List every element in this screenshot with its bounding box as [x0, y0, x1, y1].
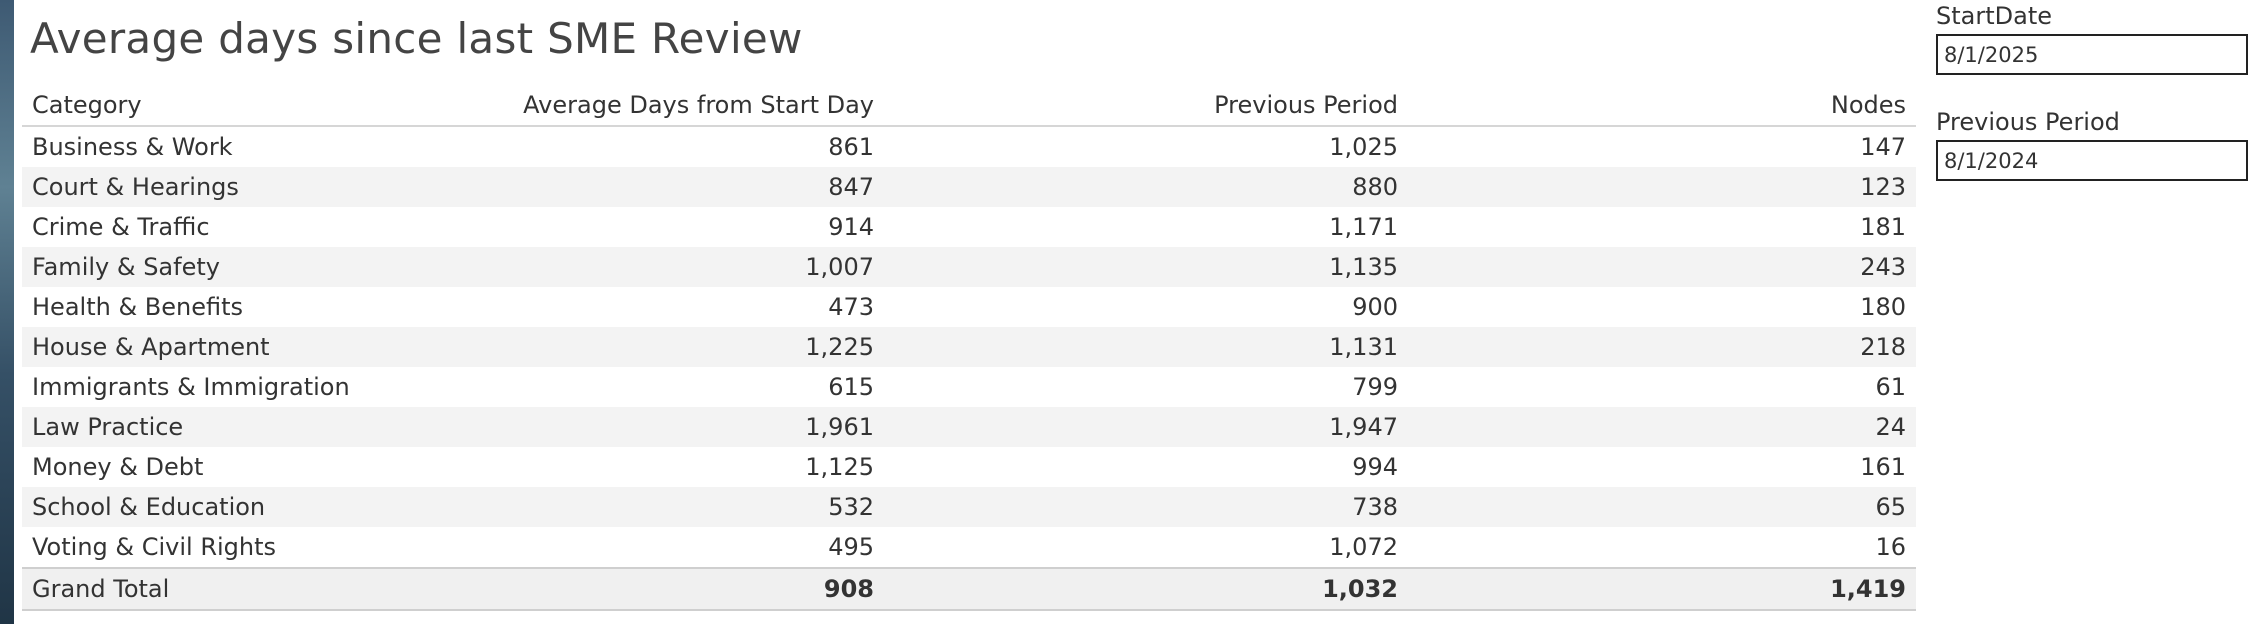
cell-previous-period: 1,947 — [884, 407, 1408, 447]
cell-category: Family & Safety — [22, 247, 348, 287]
cell-average-days: 914 — [828, 213, 874, 241]
start-date-parameter: StartDate — [1936, 2, 2248, 75]
cell-total-average-days: 908 — [348, 567, 884, 611]
cell-previous-period: 1,131 — [884, 327, 1408, 367]
cell-nodes: 147 — [1860, 133, 1906, 161]
cell-category: Business & Work — [32, 133, 233, 161]
data-table: Category Average Days from Start Day Pre… — [22, 85, 1916, 611]
cell-nodes: 180 — [1860, 293, 1906, 321]
cell-nodes: 218 — [1408, 327, 1916, 367]
cell-average-days: 532 — [348, 487, 884, 527]
cell-category: Immigrants & Immigration — [32, 373, 348, 401]
background-strip — [0, 0, 14, 624]
previous-period-input[interactable] — [1936, 140, 2248, 181]
header-average-days[interactable]: Average Days from Start Day — [348, 85, 884, 127]
cell-nodes: 181 — [1860, 213, 1906, 241]
cell-previous-period: 1,135 — [884, 247, 1408, 287]
cell-previous-period: 1,025 — [1329, 133, 1398, 161]
cell-average-days: 847 — [348, 167, 884, 207]
cell-category: Voting & Civil Rights — [32, 533, 277, 561]
cell-category: Health & Benefits — [32, 293, 244, 321]
cell-nodes: 161 — [1860, 453, 1906, 481]
cell-category: Crime & Traffic — [32, 213, 210, 241]
cell-average-days: 615 — [828, 373, 874, 401]
table-row[interactable]: Family & Safety 1,007 1,135 243 — [22, 247, 1916, 287]
cell-nodes: 123 — [1408, 167, 1916, 207]
cell-nodes: 243 — [1408, 247, 1916, 287]
cell-nodes: 65 — [1408, 487, 1916, 527]
cell-average-days: 1,007 — [348, 247, 884, 287]
cell-total-nodes: 1,419 — [1408, 567, 1916, 611]
table-row[interactable]: Health & Benefits 473 900 180 — [22, 287, 1916, 327]
cell-category: House & Apartment — [22, 327, 348, 367]
grand-total-row[interactable]: Grand Total 908 1,032 1,419 — [22, 567, 1916, 611]
table-row[interactable]: Court & Hearings 847 880 123 — [22, 167, 1916, 207]
cell-previous-period: 1,072 — [1329, 533, 1398, 561]
cell-category: Law Practice — [22, 407, 348, 447]
header-previous-period[interactable]: Previous Period — [884, 85, 1408, 127]
cell-previous-period: 1,171 — [1329, 213, 1398, 241]
cell-previous-period: 994 — [1352, 453, 1398, 481]
header-category[interactable]: Category — [22, 85, 348, 127]
table-row[interactable]: Business & Work 861 1,025 147 — [22, 126, 1916, 167]
dashboard-worksheet: Average days since last SME Review Categ… — [22, 0, 1916, 624]
cell-average-days: 1,961 — [348, 407, 884, 447]
start-date-label: StartDate — [1936, 2, 2052, 30]
cell-nodes: 61 — [1875, 373, 1906, 401]
table-row[interactable]: Crime & Traffic 914 1,171 181 — [22, 207, 1916, 247]
cell-average-days: 861 — [828, 133, 874, 161]
cell-category: Court & Hearings — [22, 167, 348, 207]
previous-period-parameter: Previous Period — [1936, 108, 2248, 181]
table-row[interactable]: Law Practice 1,961 1,947 24 — [22, 407, 1916, 447]
table-row[interactable]: House & Apartment 1,225 1,131 218 — [22, 327, 1916, 367]
table-row[interactable]: Voting & Civil Rights 495 1,072 16 — [22, 527, 1916, 568]
cell-average-days: 473 — [828, 293, 874, 321]
table-row[interactable]: Immigrants & Immigration 615 799 61 — [22, 367, 1916, 407]
cell-total-label: Grand Total — [22, 567, 348, 611]
cell-total-previous-period: 1,032 — [884, 567, 1408, 611]
previous-period-label: Previous Period — [1936, 108, 2120, 136]
cell-previous-period: 880 — [884, 167, 1408, 207]
cell-nodes: 24 — [1408, 407, 1916, 447]
cell-previous-period: 900 — [1352, 293, 1398, 321]
table-header-row: Category Average Days from Start Day Pre… — [22, 85, 1916, 127]
cell-category: School & Education — [22, 487, 348, 527]
cell-average-days: 1,225 — [348, 327, 884, 367]
cell-average-days: 1,125 — [805, 453, 874, 481]
cell-previous-period: 799 — [1352, 373, 1398, 401]
cell-nodes: 16 — [1875, 533, 1906, 561]
cell-average-days: 495 — [828, 533, 874, 561]
start-date-input[interactable] — [1936, 34, 2248, 75]
page-title: Average days since last SME Review — [30, 14, 803, 63]
header-nodes[interactable]: Nodes — [1408, 85, 1916, 127]
table-row[interactable]: Money & Debt 1,125 994 161 — [22, 447, 1916, 487]
cell-previous-period: 738 — [884, 487, 1408, 527]
table-row[interactable]: School & Education 532 738 65 — [22, 487, 1916, 527]
cell-category: Money & Debt — [32, 453, 204, 481]
